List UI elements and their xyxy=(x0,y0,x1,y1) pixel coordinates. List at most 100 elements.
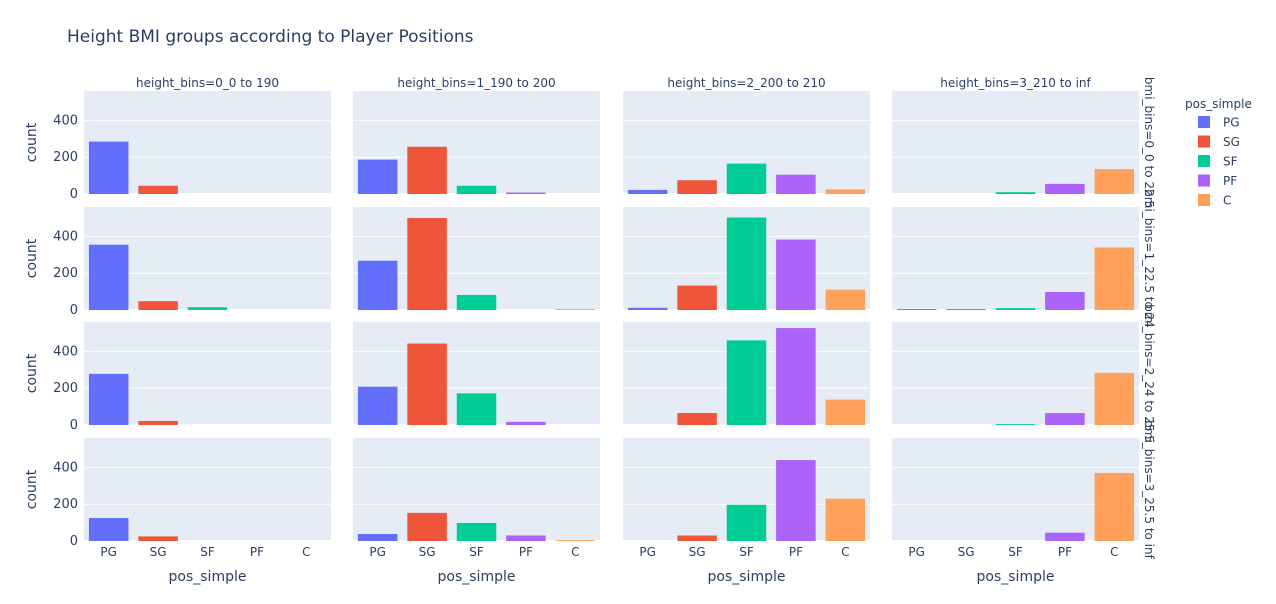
bar-sf-r2-c3 xyxy=(995,424,1036,425)
facet-panel-r0-c1: height_bins=1_190 to 200 xyxy=(353,76,600,195)
x-axis-title: pos_simple xyxy=(708,569,786,585)
legend-swatch xyxy=(1198,174,1210,187)
bar-c-r1-c2 xyxy=(825,289,866,310)
legend-label: SF xyxy=(1223,155,1238,169)
column-facet-label: height_bins=0_0 to 190 xyxy=(136,76,279,90)
bar-pf-r1-c2 xyxy=(776,239,816,310)
bar-sg-r3-c0 xyxy=(138,536,178,541)
facet-panel-r2-c1 xyxy=(353,322,600,426)
bar-pf-r3-c2 xyxy=(776,460,816,541)
x-tick-label: C xyxy=(302,545,310,559)
bar-sf-r1-c1 xyxy=(456,294,497,310)
bar-sf-r1-c0 xyxy=(187,307,228,310)
row-facet-label: bmi_bins=0_0 to 22.5 xyxy=(1142,77,1156,208)
bar-sg-r3-c1 xyxy=(407,512,447,541)
bar-pg-r0-c0 xyxy=(88,141,129,194)
x-tick-label: C xyxy=(841,545,849,559)
bar-pg-r1-c0 xyxy=(88,244,129,310)
bar-pg-r1-c2 xyxy=(627,307,668,310)
facet-panel-r1-c1 xyxy=(353,207,600,311)
y-tick-label: 0 xyxy=(70,418,78,433)
x-tick-label: PG xyxy=(369,545,386,559)
facet-panel-r1-c0: 0 200 400 count xyxy=(24,207,331,318)
x-axis-title: pos_simple xyxy=(438,569,516,585)
bar-sf-r0-c2 xyxy=(726,163,767,194)
y-tick-label: 200 xyxy=(53,266,78,281)
bar-sf-r1-c2 xyxy=(726,217,767,310)
x-tick-label: PG xyxy=(100,545,117,559)
y-axis-title: count xyxy=(24,353,40,393)
column-facet-label: height_bins=2_200 to 210 xyxy=(667,76,825,90)
bar-sg-r3-c2 xyxy=(677,535,717,541)
bar-pf-r2-c2 xyxy=(776,328,816,425)
y-tick-label: 200 xyxy=(53,150,78,165)
row-facet-label: bmi_bins=1_22.5 to 24 xyxy=(1142,189,1156,328)
bar-pf-r0-c2 xyxy=(776,174,816,194)
bar-c-r1-c3 xyxy=(1094,247,1135,310)
x-tick-label: PF xyxy=(250,545,264,559)
facet-panel-r0-c2: height_bins=2_200 to 210 xyxy=(623,76,870,195)
legend-title: pos_simple xyxy=(1185,97,1252,111)
bar-sg-r0-c0 xyxy=(138,185,178,194)
facet-panel-r1-c3: bmi_bins=1_22.5 to 24 xyxy=(892,189,1156,328)
bar-pf-r2-c1 xyxy=(506,421,546,425)
bar-sg-r2-c2 xyxy=(677,413,717,425)
bar-sg-r2-c1 xyxy=(407,343,447,425)
y-tick-label: 0 xyxy=(70,187,78,202)
x-tick-label: PF xyxy=(1058,545,1072,559)
facet-panel-r0-c3: height_bins=3_210 to inf bmi_bins=0_0 to … xyxy=(892,76,1156,208)
legend-label: PF xyxy=(1223,174,1237,188)
bar-sf-r0-c3 xyxy=(995,192,1036,194)
y-tick-label: 400 xyxy=(53,229,78,244)
bar-pg-r1-c1 xyxy=(357,260,398,310)
bar-pf-r0-c1 xyxy=(506,192,546,194)
bar-sf-r0-c1 xyxy=(456,185,497,194)
bar-pf-r2-c3 xyxy=(1045,413,1085,425)
y-axis-title: count xyxy=(24,122,40,162)
bar-sf-r3-c2 xyxy=(726,504,767,541)
x-tick-label: SF xyxy=(200,545,215,559)
x-tick-label: SG xyxy=(419,545,436,559)
facet-panel-r0-c0: 0 200 400 count height_bins=0_0 to 190 xyxy=(24,76,331,202)
bar-sg-r1-c2 xyxy=(677,285,717,310)
x-tick-label: SG xyxy=(958,545,975,559)
row-facet-label: bmi_bins=3_25.5 to inf xyxy=(1142,420,1156,559)
bar-sf-r2-c2 xyxy=(726,340,767,425)
legend-item-pf: PF xyxy=(1198,174,1237,188)
x-tick-label: C xyxy=(571,545,579,559)
x-axis-title: pos_simple xyxy=(169,569,247,585)
bar-pg-r0-c2 xyxy=(627,189,668,194)
bar-c-r3-c2 xyxy=(825,498,866,541)
legend: pos_simple PG SG SF PF C xyxy=(1185,97,1252,208)
bar-pg-r3-c1 xyxy=(357,534,398,541)
y-tick-label: 200 xyxy=(53,381,78,396)
x-tick-label: PG xyxy=(639,545,656,559)
column-facet-label: height_bins=3_210 to inf xyxy=(940,76,1091,90)
bar-sf-r3-c1 xyxy=(456,522,497,541)
row-facet-label: bmi_bins=2_24 to 25.5 xyxy=(1142,304,1156,443)
legend-item-sg: SG xyxy=(1198,135,1240,149)
bar-pf-r3-c1 xyxy=(506,535,546,541)
y-tick-label: 400 xyxy=(53,113,78,128)
y-tick-label: 0 xyxy=(70,534,78,549)
x-tick-label: PG xyxy=(908,545,925,559)
bar-sg-r1-c0 xyxy=(138,301,178,310)
bar-pg-r1-c3 xyxy=(896,309,937,310)
bar-c-r0-c2 xyxy=(825,189,866,194)
x-tick-label: SG xyxy=(150,545,167,559)
facet-panel-r1-c2 xyxy=(623,207,870,311)
column-facet-label: height_bins=1_190 to 200 xyxy=(397,76,555,90)
facet-panels: 0 200 400 count height_bins=0_0 to 190 height… xyxy=(24,76,1156,585)
facet-panel-r2-c0: 0 200 400 count xyxy=(24,322,331,433)
legend-label: SG xyxy=(1223,135,1240,149)
facet-panel-r2-c3: bmi_bins=2_24 to 25.5 xyxy=(892,304,1156,443)
bar-sg-r1-c3 xyxy=(946,309,986,310)
x-tick-label: C xyxy=(1110,545,1118,559)
legend-label: PG xyxy=(1223,116,1240,130)
facet-panel-r2-c2 xyxy=(623,322,870,426)
